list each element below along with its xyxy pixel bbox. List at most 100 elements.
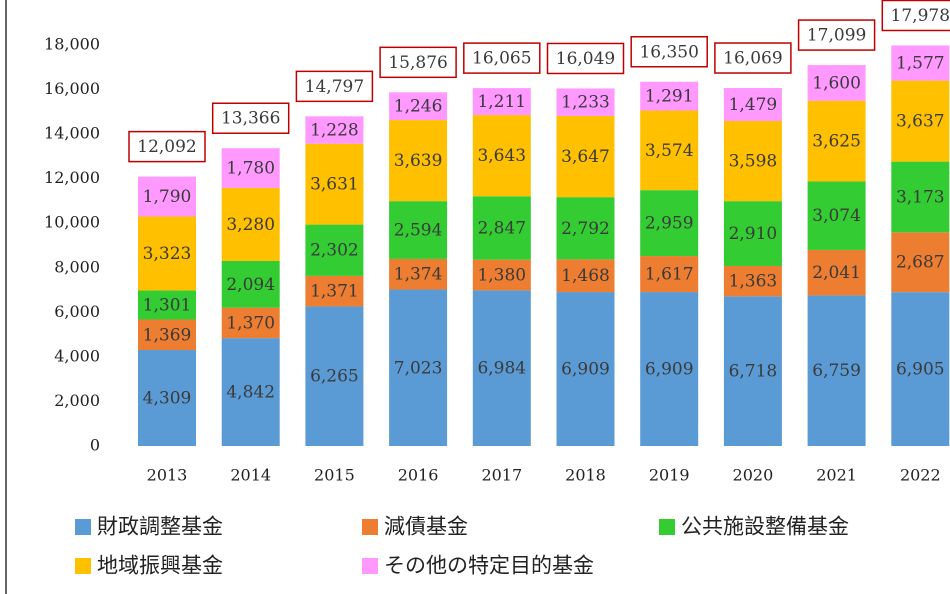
bar-segment [891,232,950,293]
value-label: 3,598 [729,152,778,172]
bar-segment [305,116,364,144]
bar-segment [221,187,280,261]
bar-segment [556,259,615,293]
bar-segment [138,319,196,351]
bar-segment [472,196,531,260]
value-label: 1,380 [477,266,526,286]
legend-swatch [362,558,378,574]
value-label: 1,291 [645,87,694,107]
bar-segment [305,143,364,225]
x-tick-label: 2016 [398,466,439,485]
legend-swatch [75,558,91,574]
bar-segment [221,148,280,188]
value-label: 1,577 [896,54,945,74]
x-tick-label: 2013 [147,466,188,485]
bar-segment [723,265,782,297]
y-tick-label: 12,000 [44,168,100,187]
x-tick-label: 2015 [314,466,355,485]
bar-segment [807,181,866,250]
value-label: 4,842 [226,383,275,403]
bar-segment [556,292,615,446]
value-label: 6,909 [645,360,694,380]
bar-segment [472,290,531,446]
legend-label: 公共施設整備基金 [681,515,849,539]
bar-segment [472,115,531,197]
value-label: 2,959 [645,214,694,234]
x-tick-label: 2019 [649,466,690,485]
value-label: 7,023 [394,358,443,378]
bar-segment [472,88,531,116]
x-tick-label: 2020 [733,466,774,485]
x-tick-label: 2018 [565,466,606,485]
total-box [295,70,374,103]
x-tick-label: 2022 [900,466,941,485]
value-label: 4,309 [143,389,192,409]
value-label: 2,792 [561,219,610,239]
bar-segment [891,80,950,162]
value-label: 1,790 [143,187,192,207]
value-label: 6,265 [310,367,359,387]
bar-segment [389,201,448,259]
value-label: 2,594 [394,221,443,241]
value-label: 1,617 [645,265,694,285]
y-tick-label: 8,000 [54,257,100,276]
bar-segment [807,295,866,446]
total-label: 17,978 [891,6,950,26]
value-label: 3,280 [226,215,275,235]
value-label: 1,228 [310,121,359,141]
value-label: 2,687 [896,253,945,273]
x-tick-label: 2014 [230,466,271,485]
y-tick-label: 18,000 [44,35,100,54]
value-label: 1,301 [143,296,192,316]
legend-label: その他の特定目的基金 [384,554,594,578]
bar-segment [723,120,782,202]
y-tick-label: 2,000 [54,391,100,410]
bar-segment [221,260,280,308]
value-label: 2,041 [812,263,861,283]
value-label: 2,094 [226,275,275,295]
bar-segment [723,296,782,446]
bar-segment [891,292,950,446]
value-label: 6,905 [896,360,945,380]
bar-segment [807,100,866,182]
value-label: 6,718 [729,362,778,382]
value-label: 1,370 [226,313,275,333]
bar-segment [472,259,531,291]
value-label: 3,173 [896,187,945,207]
total-label: 16,350 [639,42,698,62]
bar-segment [723,88,782,121]
value-label: 1,374 [394,265,443,285]
total-box [463,42,541,74]
value-label: 3,639 [394,151,443,171]
value-label: 2,847 [477,218,526,238]
value-label: 3,637 [896,112,945,132]
bar-segment [221,307,280,339]
value-label: 1,468 [561,266,610,286]
bar-segment [556,197,615,260]
bar-segment [640,190,699,257]
total-label: 13,366 [221,109,280,129]
total-box [211,102,290,134]
bar-segment [389,258,448,290]
bar-segment [389,92,448,121]
value-label: 1,600 [812,73,861,93]
bar-segment [305,306,364,446]
value-label: 1,479 [729,95,778,115]
value-label: 1,369 [143,325,192,345]
x-tick-label: 2017 [481,466,522,485]
bar-segment [389,120,448,202]
total-box [797,19,876,51]
y-tick-label: 4,000 [54,346,100,365]
total-box [546,42,625,75]
value-label: 1,233 [561,93,610,113]
legend-label: 財政調整基金 [97,515,223,539]
y-tick-label: 16,000 [44,79,100,98]
value-label: 6,909 [561,360,610,380]
total-box [379,46,457,79]
value-label: 3,323 [143,244,192,264]
value-label: 3,631 [310,175,359,195]
bar-segment [305,275,364,307]
bar-segment [723,201,782,266]
